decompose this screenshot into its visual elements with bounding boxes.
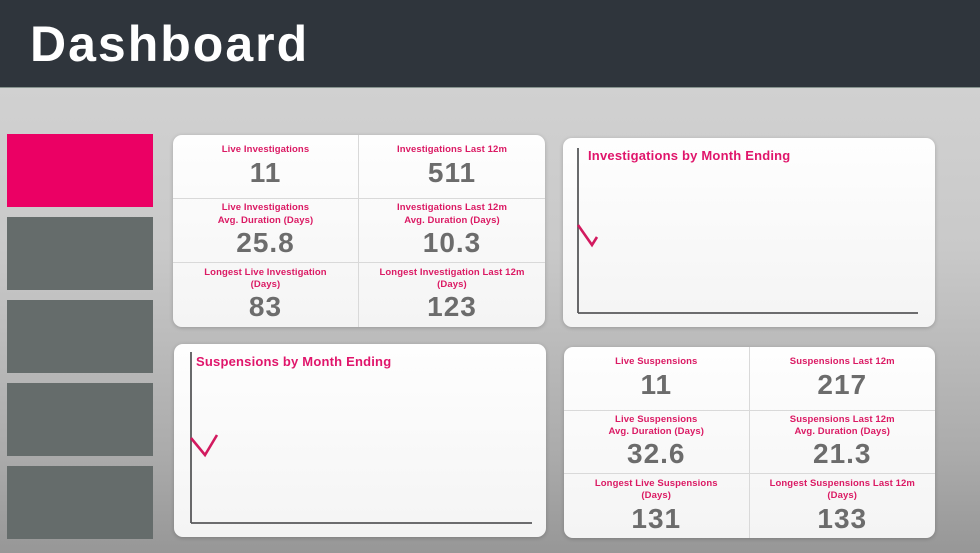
kpi-label: Live Suspensions xyxy=(615,356,698,368)
kpi-label: Suspensions Last 12m Avg. Duration (Days… xyxy=(789,413,895,438)
kpi-label: Live Suspensions Avg. Duration (Days) xyxy=(608,413,705,438)
kpi-value: 133 xyxy=(817,502,868,534)
kpi-cell-live-investigations-avg-duration: Live Investigations Avg. Duration (Days)… xyxy=(173,199,359,263)
page-title: Dashboard xyxy=(30,15,310,72)
chart-title: Suspensions by Month Ending xyxy=(196,354,392,369)
line-chart-suspensions xyxy=(189,352,532,524)
series-line xyxy=(576,224,599,248)
kpi-value: 511 xyxy=(427,156,477,188)
kpi-cell-longest-live-investigation: Longest Live Investigation (Days) 83 xyxy=(173,263,359,327)
kpi-value: 21.3 xyxy=(813,438,872,470)
kpi-cell-live-suspensions-avg-duration: Live Suspensions Avg. Duration (Days) 32… xyxy=(564,410,750,475)
suspensions-by-month-chart-card[interactable]: Suspensions by Month Ending xyxy=(174,344,546,537)
kpi-label: Investigations Last 12m xyxy=(396,144,507,156)
sidebar-item-4[interactable] xyxy=(7,383,153,456)
series-line xyxy=(189,434,219,458)
kpi-cell-suspensions-last-12m-avg-duration: Suspensions Last 12m Avg. Duration (Days… xyxy=(749,411,935,475)
kpi-value: 83 xyxy=(248,291,283,323)
kpi-value: 123 xyxy=(427,291,477,323)
investigations-kpi-card[interactable]: Live Investigations 11 Investigations La… xyxy=(173,135,545,327)
investigations-by-month-chart-card[interactable]: Investigations by Month Ending xyxy=(563,138,935,327)
app-header: Dashboard xyxy=(0,0,980,88)
kpi-cell-investigations-last-12m-avg-duration: Investigations Last 12m Avg. Duration (D… xyxy=(359,199,545,263)
kpi-value: 32.6 xyxy=(627,438,686,470)
sidebar-item-1[interactable] xyxy=(7,134,153,207)
kpi-cell-longest-investigation-last-12m: Longest Investigation Last 12m (Days) 12… xyxy=(359,263,545,327)
kpi-label: Live Investigations Avg. Duration (Days) xyxy=(217,202,314,226)
suspensions-kpi-card[interactable]: Live Suspensions 11 Suspensions Last 12m… xyxy=(564,347,935,538)
kpi-label: Longest Live Investigation (Days) xyxy=(204,266,327,291)
kpi-cell-longest-suspensions-last-12m: Longest Suspensions Last 12m (Days) 133 xyxy=(750,474,936,538)
kpi-value: 11 xyxy=(249,156,282,188)
kpi-grid: Live Investigations 11 Investigations La… xyxy=(173,135,545,327)
kpi-cell-live-investigations: Live Investigations 11 xyxy=(173,135,359,199)
sidebar-nav xyxy=(7,134,153,549)
kpi-value: 11 xyxy=(640,368,673,400)
kpi-value: 10.3 xyxy=(422,226,482,258)
sidebar-item-2[interactable] xyxy=(7,217,153,290)
kpi-label: Investigations Last 12m Avg. Duration (D… xyxy=(396,202,507,226)
sidebar-item-3[interactable] xyxy=(7,300,153,373)
kpi-value: 131 xyxy=(631,502,682,534)
kpi-label: Longest Suspensions Last 12m (Days) xyxy=(769,477,915,502)
chart-title: Investigations by Month Ending xyxy=(588,148,791,163)
kpi-value: 217 xyxy=(817,368,868,400)
kpi-cell-suspensions-last-12m: Suspensions Last 12m 217 xyxy=(749,347,935,411)
kpi-cell-longest-live-suspensions: Longest Live Suspensions (Days) 131 xyxy=(564,474,750,538)
sidebar-item-5[interactable] xyxy=(7,466,153,539)
kpi-grid: Live Suspensions 11 Suspensions Last 12m… xyxy=(564,347,935,538)
kpi-value: 25.8 xyxy=(236,226,295,258)
kpi-label: Longest Investigation Last 12m (Days) xyxy=(379,266,525,291)
kpi-cell-live-suspensions: Live Suspensions 11 xyxy=(564,347,750,411)
kpi-label: Longest Live Suspensions (Days) xyxy=(594,477,718,502)
kpi-cell-investigations-last-12m: Investigations Last 12m 511 xyxy=(359,135,545,199)
line-chart-investigations xyxy=(576,148,918,314)
kpi-label: Live Investigations xyxy=(221,144,310,156)
kpi-label: Suspensions Last 12m xyxy=(789,356,895,368)
